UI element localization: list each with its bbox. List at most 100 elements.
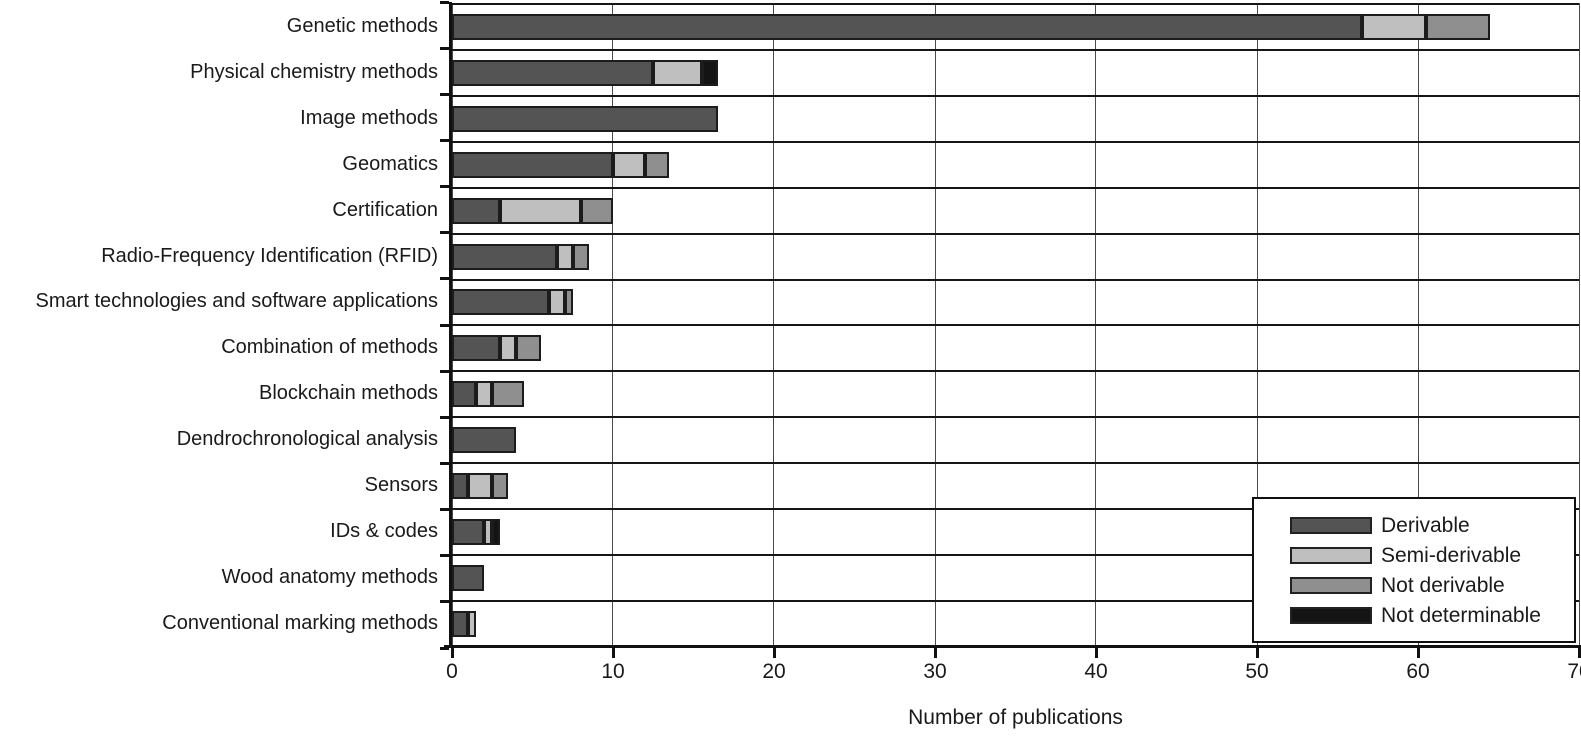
category-label: Genetic methods	[286, 14, 438, 37]
bar-rows	[452, 3, 1579, 646]
bar-segment-not-derivable	[1426, 13, 1491, 40]
bar-segment-derivable	[452, 243, 557, 270]
bar-segment-derivable	[452, 610, 469, 637]
legend-item: Not determinable	[1290, 605, 1574, 626]
bar-row	[452, 462, 1579, 508]
stacked-bar	[452, 519, 1579, 546]
bar-row	[452, 370, 1579, 416]
bar-row	[452, 3, 1579, 49]
bar-row	[452, 508, 1579, 554]
bar-segment-not-derivable	[580, 197, 613, 224]
x-tick-label: 30	[923, 660, 947, 683]
bar-segment-not-derivable	[492, 381, 525, 408]
y-axis-tick	[440, 46, 449, 50]
legend-item: Not derivable	[1290, 575, 1574, 596]
bar-row	[452, 554, 1579, 600]
category-label: Certification	[332, 198, 438, 221]
bar-segment-semi-derivable	[468, 610, 477, 637]
bar-segment-derivable	[452, 59, 654, 86]
bar-segment-semi-derivable	[476, 381, 493, 408]
bar-segment-derivable	[452, 151, 613, 178]
stacked-bar	[452, 610, 1579, 637]
legend-label: Semi-derivable	[1381, 543, 1522, 567]
bar-row	[452, 232, 1579, 279]
category-label: Radio-Frequency Identification (RFID)	[101, 244, 438, 267]
legend-swatch-not-determinable	[1290, 606, 1372, 624]
x-tick-label: 10	[601, 660, 625, 683]
y-axis-line	[440, 0, 452, 650]
category-label: Sensors	[364, 474, 438, 497]
legend-box: Derivable Semi-derivable Not derivable Not …	[1252, 497, 1576, 643]
bar-segment-derivable	[452, 197, 501, 224]
legend-item: Semi-derivable	[1290, 545, 1574, 566]
bar-segment-semi-derivable	[484, 519, 493, 546]
bar-segment-derivable	[452, 105, 718, 132]
bar-segment-semi-derivable	[613, 151, 646, 178]
x-axis-tick	[611, 648, 615, 658]
bar-segment-not-determinable	[492, 519, 501, 546]
x-axis-tick	[1255, 648, 1259, 658]
bar-segment-not-determinable	[701, 59, 718, 86]
x-axis-line	[444, 645, 1581, 648]
bar-segment-not-derivable	[564, 289, 573, 316]
stacked-bar	[452, 381, 1579, 408]
bar-segment-derivable	[452, 565, 485, 592]
bar-segment-semi-derivable	[556, 243, 573, 270]
y-axis-tick	[440, 92, 449, 96]
x-axis-tick	[450, 648, 454, 658]
y-axis-tick	[440, 231, 449, 235]
bar-segment-semi-derivable	[500, 197, 581, 224]
y-axis-tick	[440, 646, 449, 650]
bar-segment-derivable	[452, 289, 549, 316]
y-axis-tick	[440, 0, 449, 4]
stacked-bar	[452, 243, 1579, 270]
stacked-bar	[452, 335, 1579, 362]
bar-row	[452, 324, 1579, 370]
y-axis-tick	[440, 369, 449, 373]
category-label: IDs & codes	[330, 520, 438, 543]
gridline-70	[1578, 3, 1580, 646]
x-axis-tick	[1416, 648, 1420, 658]
category-label: Blockchain methods	[259, 382, 438, 405]
bar-segment-derivable	[452, 381, 477, 408]
legend-swatch-derivable	[1290, 516, 1372, 534]
bar-segment-derivable	[452, 13, 1362, 40]
bar-row	[452, 48, 1579, 95]
legend-item: Derivable	[1290, 515, 1574, 536]
bar-row	[452, 416, 1579, 462]
bar-segment-not-derivable	[645, 151, 670, 178]
bar-segment-semi-derivable	[548, 289, 565, 316]
bar-segment-derivable	[452, 519, 485, 546]
x-axis-tick	[1577, 648, 1581, 658]
y-axis-tick	[440, 138, 449, 142]
bar-segment-derivable	[452, 427, 517, 454]
y-axis-tick	[440, 600, 449, 604]
stacked-bar	[452, 289, 1579, 316]
category-label: Smart technologies and software applicat…	[35, 290, 438, 313]
y-axis-tick	[440, 323, 449, 327]
x-tick-label: 0	[446, 660, 458, 683]
y-axis-tick	[440, 185, 449, 189]
stacked-bar	[452, 59, 1579, 86]
bar-row	[452, 94, 1579, 141]
bar-segment-derivable	[452, 473, 469, 500]
plot-area: Derivable Semi-derivable Not derivable Not …	[451, 3, 1580, 646]
legend-label: Derivable	[1381, 513, 1470, 537]
stacked-bar	[452, 197, 1579, 224]
bar-segment-semi-derivable	[653, 59, 702, 86]
y-axis-tick	[440, 554, 449, 558]
bar-segment-not-derivable	[572, 243, 589, 270]
bar-row	[452, 140, 1579, 187]
bar-segment-not-derivable	[492, 473, 509, 500]
x-tick-label: 70	[1567, 660, 1581, 683]
bar-row	[452, 278, 1579, 325]
x-tick-label: 50	[1245, 660, 1269, 683]
x-tick-label: 40	[1084, 660, 1108, 683]
x-tick-label: 20	[762, 660, 786, 683]
x-axis-tick	[933, 648, 937, 658]
bar-segment-not-derivable	[516, 335, 541, 362]
stacked-bar	[452, 13, 1579, 40]
legend-swatch-not-derivable	[1290, 576, 1372, 594]
legend-swatch-semi-derivable	[1290, 546, 1372, 564]
